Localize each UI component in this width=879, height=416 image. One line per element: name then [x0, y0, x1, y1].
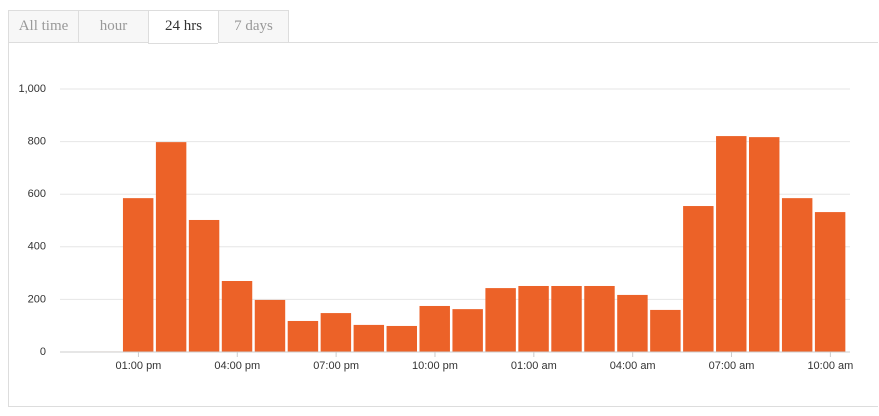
bar — [749, 137, 780, 352]
y-tick-label: 0 — [40, 346, 46, 358]
bar — [683, 206, 714, 352]
bar — [320, 313, 352, 352]
tab[interactable]: hour — [78, 10, 148, 43]
bar — [452, 309, 483, 352]
bar — [584, 285, 615, 352]
bar — [353, 324, 385, 352]
x-tick-label: 07:00 am — [709, 360, 755, 372]
bar — [122, 198, 154, 352]
bar — [716, 136, 747, 352]
x-tick-label: 10:00 pm — [412, 360, 458, 372]
bar — [254, 299, 286, 352]
bar — [419, 305, 450, 352]
y-tick-label: 400 — [28, 241, 46, 253]
x-tick-label: 01:00 pm — [115, 360, 161, 372]
x-tick-label: 01:00 am — [511, 360, 557, 372]
x-tick-label: 10:00 am — [807, 360, 853, 372]
tab-bar: All time hour 24 hrs 7 days — [8, 10, 289, 44]
x-tick-label: 04:00 am — [610, 360, 656, 372]
x-tick-label: 04:00 pm — [214, 360, 260, 372]
tab[interactable]: All time — [8, 10, 78, 43]
bar — [518, 285, 549, 352]
bar — [781, 198, 813, 352]
bar — [188, 219, 220, 352]
bar — [617, 294, 648, 352]
bar — [386, 325, 417, 352]
tab[interactable]: 24 hrs — [148, 10, 218, 44]
bar — [814, 212, 846, 352]
y-tick-label: 800 — [28, 136, 46, 148]
bar — [155, 142, 187, 352]
bar — [485, 288, 516, 352]
chart-panel — [8, 42, 878, 407]
bar — [287, 320, 319, 352]
x-tick-label: 07:00 pm — [313, 360, 359, 372]
bar — [650, 309, 681, 352]
tab[interactable]: 7 days — [218, 10, 289, 43]
y-tick-label: 600 — [28, 188, 46, 200]
y-tick-label: 1,000 — [18, 83, 46, 95]
y-tick-label: 200 — [28, 293, 46, 305]
bar — [221, 280, 253, 352]
bar — [551, 285, 582, 352]
